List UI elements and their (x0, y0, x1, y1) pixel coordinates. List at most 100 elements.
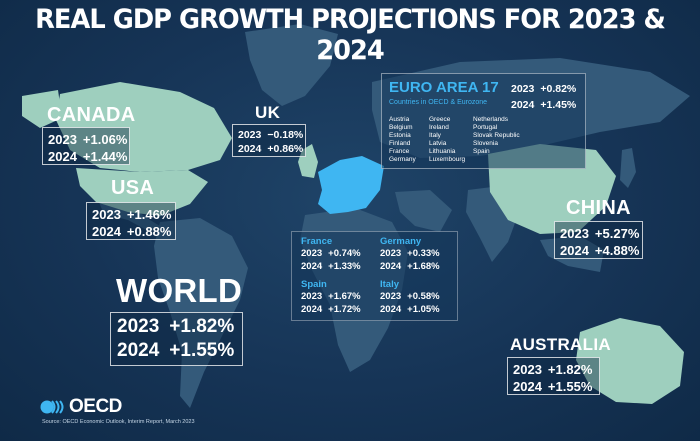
germany-block: Germany 2023 +0.33% 2024 +1.68% (380, 236, 440, 273)
list-item: Estonia (389, 132, 411, 139)
list-item: Latvia (429, 140, 447, 147)
value: +0.33% (407, 248, 440, 259)
year: 2024 (301, 260, 323, 272)
south-america-shape (154, 218, 248, 408)
year: 2023 (380, 291, 402, 302)
euro-country-list-3: Netherlands Portugal Slovak Republic Slo… (473, 116, 520, 156)
year: 2024 (117, 340, 160, 361)
value: +1.82% (169, 316, 235, 337)
italy-row-2024: 2024 +1.05% (380, 304, 440, 317)
value: +0.74% (328, 248, 361, 259)
germany-row-2023: 2023 +0.33% (380, 248, 440, 261)
list-item: Belgium (389, 124, 413, 131)
australia-row-2024: 2024 +1.55% (513, 378, 594, 395)
list-item: Spain (473, 148, 490, 155)
spain-row-2024: 2024 +1.72% (301, 304, 361, 317)
canada-figures: 2023 +1.06% 2024 +1.44% (42, 127, 130, 165)
greenland-shape (245, 24, 338, 106)
china-row-2024: 2024 +4.88% (560, 242, 640, 259)
china-row-2023: 2023 +5.27% (560, 225, 640, 242)
value: +0.58% (407, 291, 440, 302)
alaska-shape (22, 90, 62, 128)
spain-block: Spain 2023 +1.67% 2024 +1.72% (301, 279, 361, 316)
year: 2024 (48, 149, 77, 164)
value: +4.88% (594, 243, 640, 258)
list-item: Finland (389, 140, 411, 147)
list-item: Germany (389, 156, 416, 163)
year: 2024 (380, 260, 402, 272)
year: 2023 (301, 291, 323, 302)
france-row-2023: 2023 +0.74% (301, 248, 361, 261)
year: 2023 (560, 226, 589, 241)
usa-label: USA (111, 177, 155, 199)
year: 2023 (48, 132, 77, 147)
uk-row-2024: 2024 +0.86% (238, 142, 303, 156)
china-figures: 2023 +5.27% 2024 +4.88% (554, 221, 643, 259)
list-item: Ireland (429, 124, 449, 131)
value: +1.45% (540, 99, 577, 111)
world-row-2024: 2024 +1.55% (117, 339, 236, 363)
value: +1.68% (407, 260, 440, 272)
value: −0.18% (267, 129, 304, 141)
value: +1.67% (328, 291, 361, 302)
euro-countries-panel: France 2023 +0.74% 2024 +1.33% Germany 202… (291, 231, 458, 321)
year: 2023 (301, 248, 323, 259)
australia-row-2023: 2023 +1.82% (513, 361, 594, 378)
value: +1.82% (547, 362, 593, 377)
list-item: Greece (429, 116, 451, 123)
country-name: Spain (301, 279, 327, 290)
usa-row-2024: 2024 +0.88% (92, 223, 172, 240)
euro-row-2023: 2023 +0.82% (511, 81, 576, 97)
year: 2024 (513, 379, 542, 394)
value: +5.27% (594, 226, 640, 241)
list-item: France (389, 148, 410, 155)
value: +1.55% (169, 340, 235, 361)
source-note: Source: OECD Economic Outlook, Interim R… (42, 419, 195, 425)
uk-figures: 2023 −0.18% 2024 +0.86% (232, 124, 306, 157)
uk-row-2023: 2023 −0.18% (238, 128, 304, 142)
value: +1.46% (126, 207, 172, 222)
australia-figures: 2023 +1.82% 2024 +1.55% (507, 357, 600, 395)
central-america-shape (98, 200, 160, 232)
value: +1.06% (82, 132, 128, 147)
value: +1.33% (328, 260, 361, 272)
list-item: Netherlands (473, 116, 509, 123)
year: 2024 (92, 224, 121, 239)
france-block: France 2023 +0.74% 2024 +1.33% (301, 236, 361, 273)
list-item: Slovak Republic (473, 132, 520, 139)
italy-row-2023: 2023 +0.58% (380, 291, 440, 304)
value: +1.05% (407, 303, 440, 315)
year: 2024 (511, 99, 535, 111)
euro-country-list-1: Austria Belgium Estonia Finland France G… (389, 116, 416, 164)
list-item: Austria (389, 116, 410, 123)
year: 2023 (380, 248, 402, 259)
euro-area-shape (318, 156, 384, 214)
canada-shape (56, 82, 232, 172)
france-row-2024: 2024 +1.33% (301, 261, 361, 274)
canada-row-2024: 2024 +1.44% (48, 148, 127, 165)
australia-label: AUSTRALIA (510, 335, 611, 354)
usa-row-2023: 2023 +1.46% (92, 206, 172, 223)
oecd-logo: OECD (40, 396, 122, 418)
oecd-wave-icon (40, 400, 64, 414)
southeast-asia-shape (540, 236, 604, 272)
usa-figures: 2023 +1.46% 2024 +0.88% (86, 202, 176, 240)
list-item: Slovenia (473, 140, 498, 147)
list-item: Lithuania (429, 148, 456, 155)
japan-shape (620, 148, 636, 188)
uk-label: UK (255, 103, 281, 122)
china-label: CHINA (566, 197, 631, 219)
value: +1.72% (328, 303, 361, 315)
canada-row-2023: 2023 +1.06% (48, 131, 128, 148)
euro-area-subtitle: Countries in OECD & Eurozone (389, 99, 488, 106)
country-name: Italy (380, 279, 400, 290)
spain-row-2023: 2023 +1.67% (301, 291, 361, 304)
world-figures: 2023 +1.82% 2024 +1.55% (110, 312, 243, 366)
year: 2023 (92, 207, 121, 222)
value: +0.88% (126, 224, 172, 239)
year: 2024 (380, 303, 402, 315)
euro-country-list-2: Greece Ireland Italy Latvia Lithuania Lu… (429, 116, 465, 164)
year: 2023 (117, 316, 160, 337)
canada-label: CANADA (47, 104, 136, 126)
